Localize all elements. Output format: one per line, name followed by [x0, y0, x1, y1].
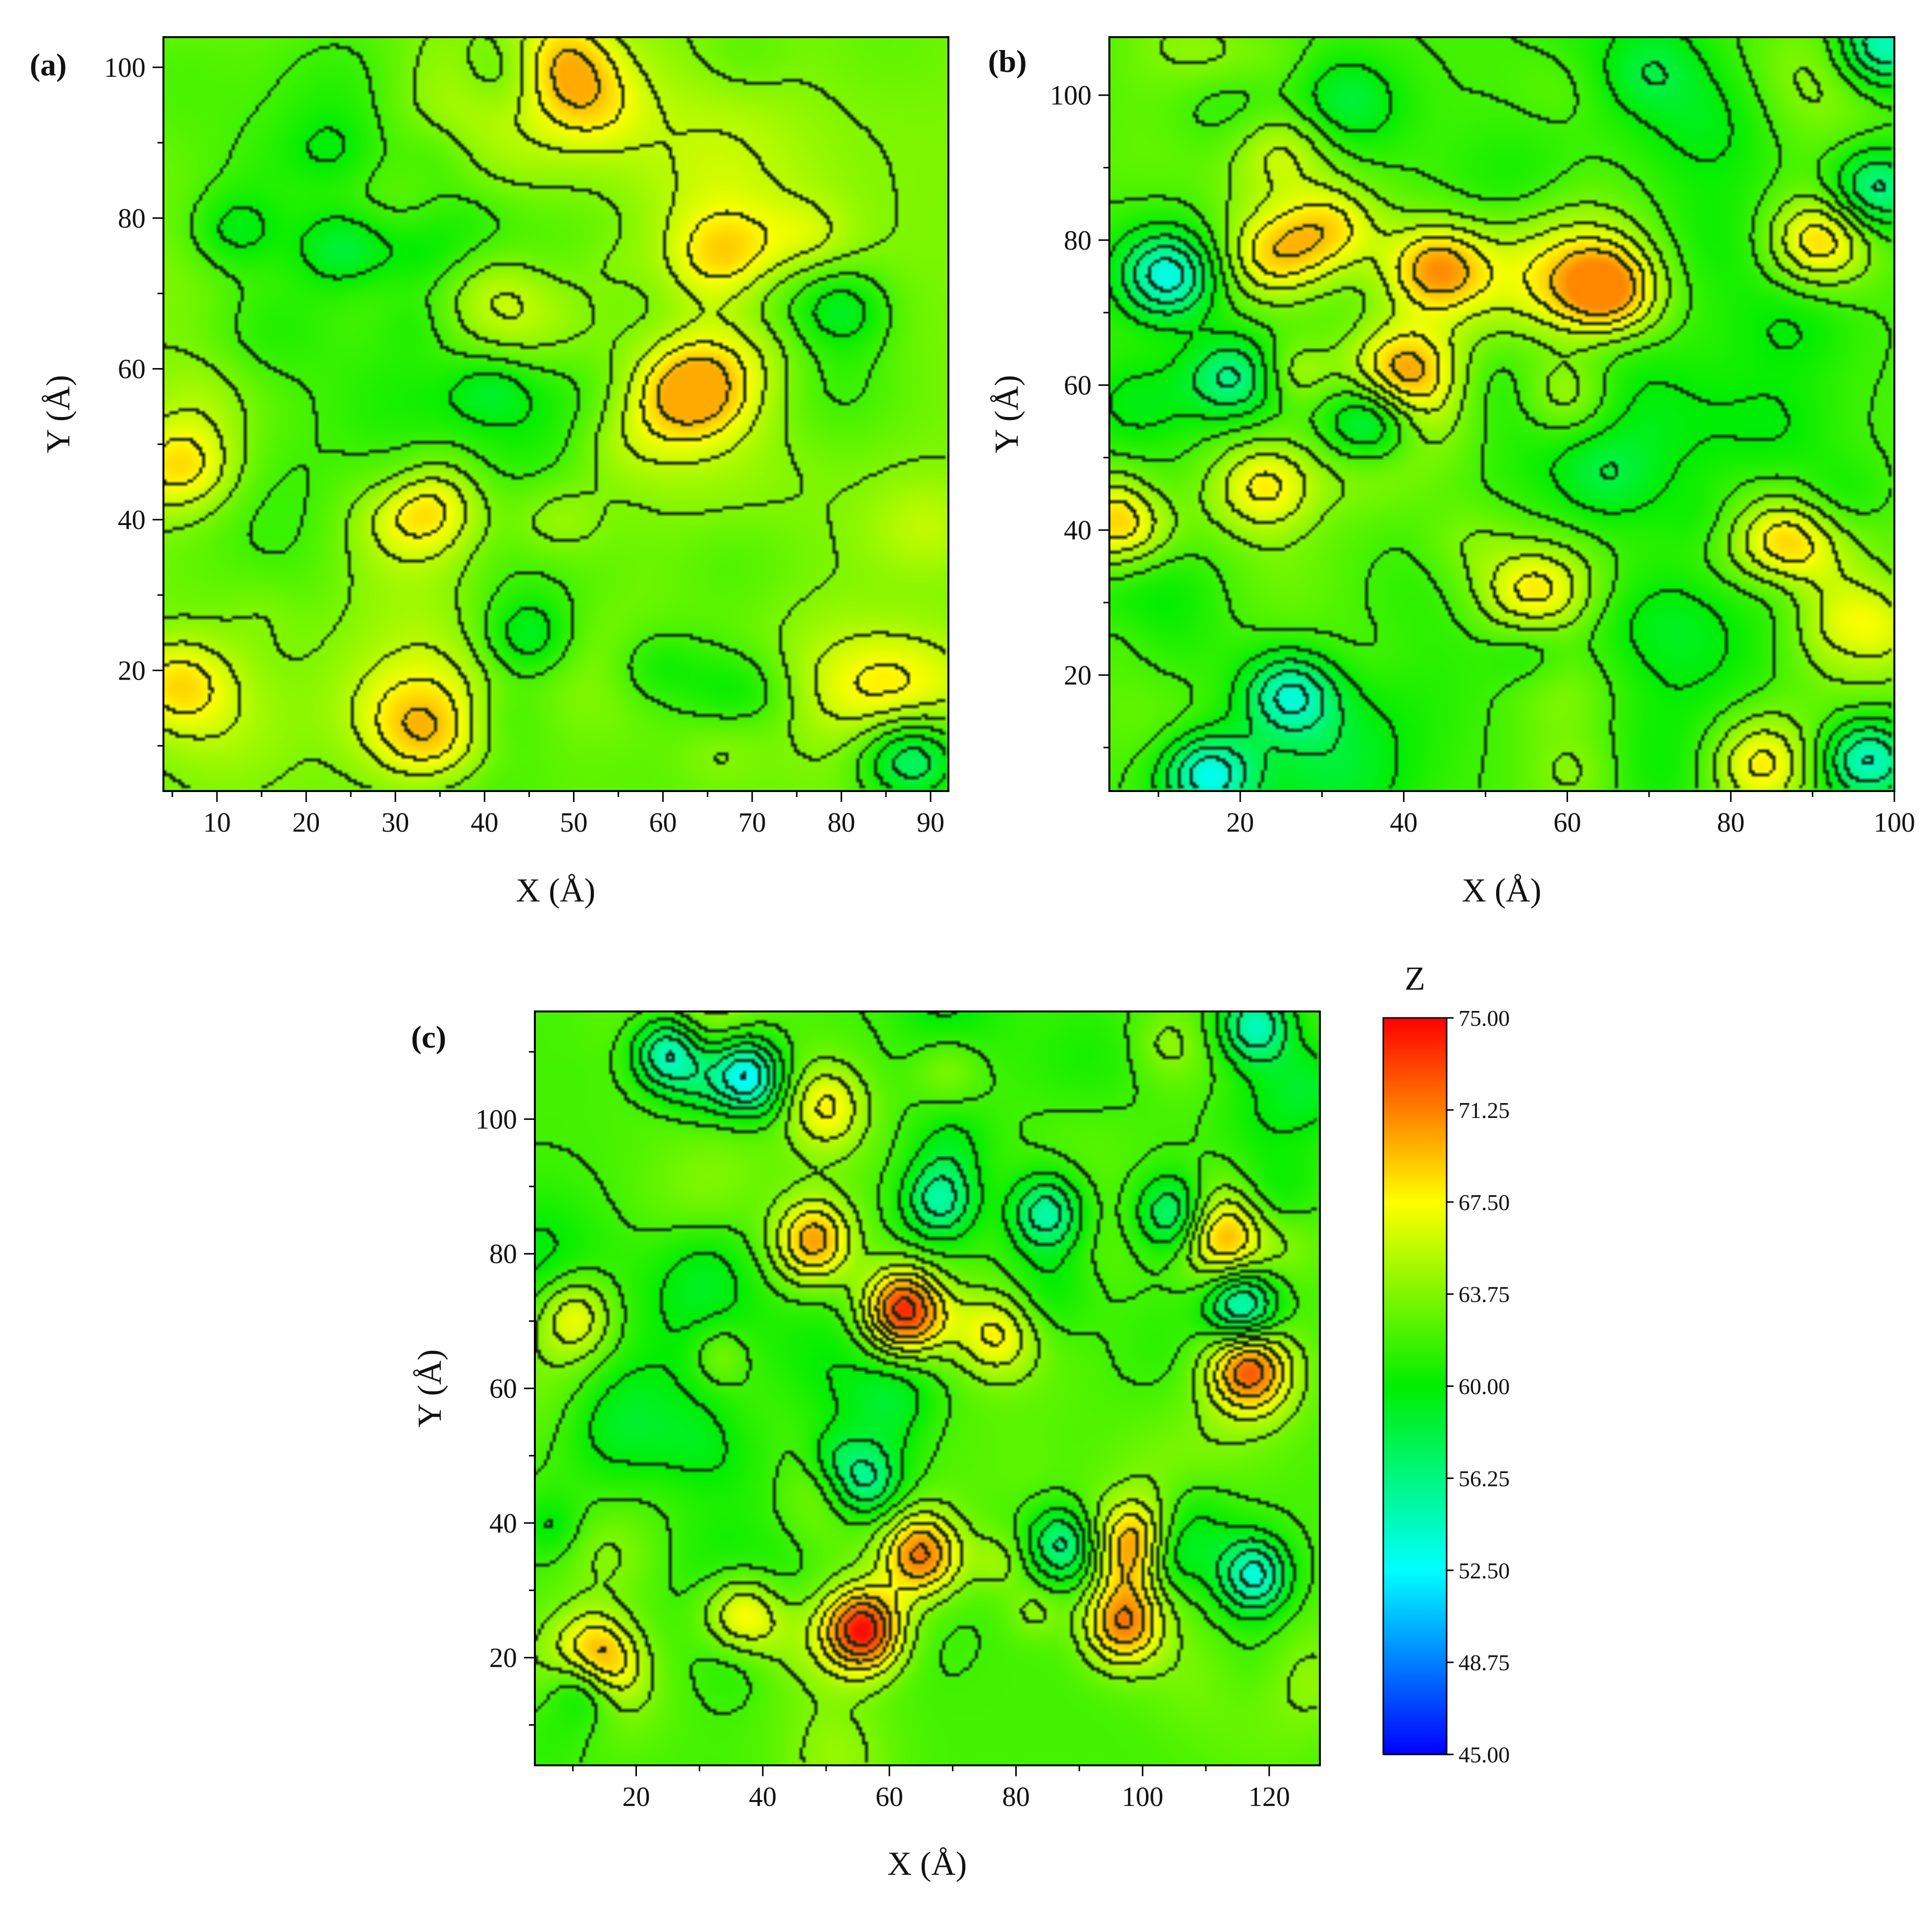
y-tick-label: 80: [118, 203, 146, 234]
colorbar-tick-label: 67.50: [1459, 1190, 1510, 1215]
x-tick-label: 60: [1554, 807, 1581, 838]
colorbar-tick-label: 71.25: [1459, 1098, 1510, 1123]
x-tick-label: 50: [560, 807, 588, 838]
x-axis-title-a: X (Å): [516, 871, 596, 909]
y-tick-label: 20: [489, 1643, 517, 1674]
colorbar-tick-label: 75.00: [1459, 1006, 1510, 1031]
x-tick-label: 90: [917, 807, 944, 838]
contour-map-c: [535, 1011, 1320, 1765]
y-tick-label: 60: [1064, 370, 1092, 401]
panel-label-a: (a): [30, 47, 67, 82]
panel-c: (c) 20 40 60 80 100 120 20 40 60 80 100 X (Å) Y (…: [411, 1010, 1321, 1882]
panel-b: (b) 20 40 60 80 100 20 40 60 80 100 X (Å) Y (Å): [988, 36, 1915, 909]
x-tick-label: 120: [1249, 1782, 1290, 1812]
colorbar: Z 75.00 71.25 67.50 63.75 60.00 56.25 52.50 48.…: [1382, 959, 1510, 1767]
x-tick-label: 40: [1390, 807, 1417, 838]
x-tick-label: 20: [292, 807, 320, 838]
y-tick-label: 60: [118, 354, 146, 385]
x-tick-label: 100: [1122, 1782, 1163, 1812]
panel-label-b: (b): [988, 44, 1027, 79]
x-tick-label: 80: [828, 807, 855, 838]
y-ticks-c: 20 40 60 80 100: [475, 1051, 535, 1726]
y-tick-label: 40: [489, 1508, 517, 1539]
x-tick-label: 10: [203, 807, 231, 838]
colorbar-ticks: 75.00 71.25 67.50 63.75 60.00 56.25 52.50 48.75…: [1447, 1006, 1510, 1767]
y-tick-label: 40: [118, 505, 146, 535]
contour-map-b: [1109, 37, 1894, 791]
x-tick-label: 20: [1226, 807, 1254, 838]
x-axis-title-c: X (Å): [888, 1845, 967, 1882]
plot-frame-a: [162, 36, 949, 792]
colorbar-tick-label: 48.75: [1459, 1650, 1510, 1675]
y-axis-title-b: Y (Å): [988, 375, 1025, 453]
x-tick-label: 100: [1874, 807, 1915, 838]
y-tick-label: 100: [104, 53, 146, 83]
colorbar-tick-label: 56.25: [1459, 1466, 1510, 1491]
panel-a: (a) 10 20 30 40 50 60 70 80 90 20 40 60 80 100 X (Å)…: [30, 36, 949, 909]
y-tick-label: 60: [489, 1374, 517, 1404]
y-ticks-b: 20 40 60 80 100: [1050, 80, 1109, 748]
plot-frame-b: [1108, 36, 1895, 792]
x-ticks-a: 10 20 30 40 50 60 70 80 90: [171, 791, 944, 838]
x-tick-label: 40: [749, 1782, 777, 1812]
contour-map-a: [163, 37, 948, 791]
x-tick-label: 20: [623, 1782, 650, 1812]
y-tick-label: 100: [475, 1104, 517, 1135]
colorbar-tick-label: 60.00: [1459, 1374, 1510, 1399]
panel-label-c: (c): [411, 1019, 446, 1055]
x-axis-title-b: X (Å): [1462, 871, 1542, 909]
colorbar-tick-label: 63.75: [1459, 1282, 1510, 1307]
y-tick-label: 80: [1064, 225, 1092, 256]
colorbar-title: Z: [1405, 959, 1425, 997]
y-tick-label: 80: [489, 1239, 517, 1270]
colorbar-tick-label: 45.00: [1459, 1742, 1510, 1767]
y-axis-title-c: Y (Å): [411, 1349, 448, 1428]
x-tick-label: 60: [649, 807, 677, 838]
x-tick-label: 80: [1717, 807, 1745, 838]
y-tick-label: 20: [1064, 660, 1092, 691]
x-tick-label: 70: [738, 807, 766, 838]
colorbar-tick-label: 52.50: [1459, 1558, 1510, 1583]
y-tick-label: 100: [1050, 80, 1092, 111]
x-ticks-c: 20 40 60 80 100 120: [572, 1765, 1290, 1812]
x-tick-label: 60: [876, 1782, 903, 1812]
y-ticks-a: 20 40 60 80 100: [104, 53, 163, 747]
y-tick-label: 20: [118, 655, 146, 686]
x-tick-label: 40: [470, 807, 498, 838]
y-axis-title-a: Y (Å): [39, 375, 77, 453]
y-tick-label: 40: [1064, 515, 1092, 546]
x-ticks-b: 20 40 60 80 100: [1157, 791, 1915, 838]
x-tick-label: 30: [381, 807, 409, 838]
colorbar-gradient: [1382, 1017, 1448, 1755]
x-tick-label: 80: [1002, 1782, 1030, 1812]
